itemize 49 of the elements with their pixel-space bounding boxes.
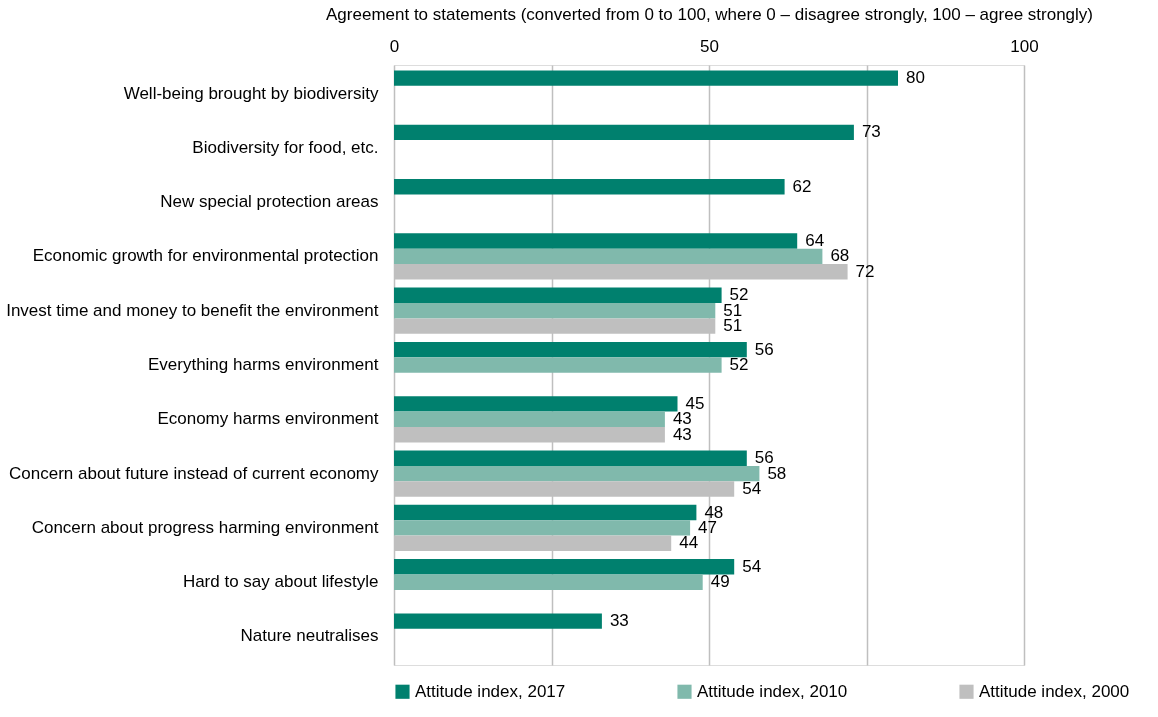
bar (394, 396, 678, 412)
x-tick-label: 100 (1010, 36, 1039, 56)
y-tick-label: Economic growth for environmental protection (32, 246, 379, 266)
bar (394, 574, 703, 590)
bar (394, 613, 602, 629)
y-tick-label: Concern about progress harming environment (31, 517, 379, 537)
data-label: 54 (742, 556, 762, 576)
bar (394, 70, 898, 86)
data-label: 49 (710, 572, 730, 592)
y-tick-label: Concern about future instead of current economy (9, 463, 379, 483)
x-tick-label: 50 (700, 36, 719, 56)
bar (394, 559, 735, 575)
legend-label: Attitude index, 2000 (979, 681, 1130, 701)
y-tick-label: Well-being brought by biodiversity (123, 83, 379, 103)
data-label: 54 (742, 478, 762, 498)
y-tick-label: Everything harms environment (147, 355, 379, 374)
data-label: 56 (754, 339, 774, 359)
bar (394, 411, 665, 427)
bar (394, 287, 722, 304)
bar (394, 465, 760, 482)
x-tick-label: 0 (389, 36, 400, 56)
bar (394, 357, 722, 373)
bar (394, 248, 823, 265)
data-label: 72 (855, 261, 875, 281)
x-axis-title: Agreement to statements (converted from 0 to 100, where 0 – disagree strongly, 100 – agree strongly) (326, 4, 1093, 24)
bar (394, 179, 785, 195)
bar (394, 341, 747, 358)
data-label: 33 (609, 611, 629, 631)
data-label: 68 (830, 246, 850, 266)
bar (394, 504, 697, 521)
bar (394, 233, 798, 249)
y-tick-label: Nature neutralises (240, 626, 379, 646)
bar (394, 520, 691, 536)
bar (394, 303, 716, 319)
data-label: 80 (906, 68, 925, 88)
y-tick-label: Hard to say about lifestyle (182, 572, 379, 592)
legend-label: Attitude index, 2017 (415, 681, 566, 701)
bar (394, 124, 854, 141)
y-tick-label: New special protection areas (160, 192, 379, 212)
y-tick-label: Biodiversity for food, etc. (192, 137, 379, 157)
data-label: 44 (679, 533, 699, 553)
y-tick-label: Invest time and money to benefit the environment (6, 300, 379, 320)
data-label: 52 (729, 355, 749, 374)
y-tick-label: Economy harms environment (157, 409, 379, 429)
bar (394, 450, 747, 466)
data-label: 73 (861, 122, 881, 142)
legend-label: Attitude index, 2010 (697, 681, 848, 701)
data-label: 62 (792, 176, 812, 196)
data-label: 64 (805, 231, 825, 251)
